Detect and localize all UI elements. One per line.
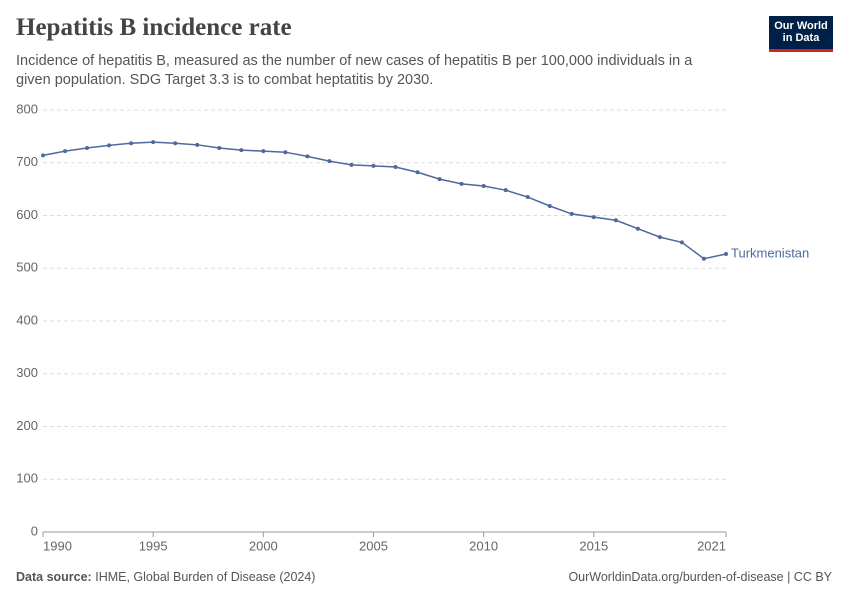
y-tick-label: 800	[16, 101, 38, 116]
y-tick-label: 100	[16, 471, 38, 486]
point	[679, 240, 684, 245]
point	[217, 145, 222, 150]
point	[591, 215, 596, 220]
point	[239, 148, 244, 153]
point	[459, 181, 464, 186]
point	[415, 170, 420, 175]
point	[503, 188, 508, 193]
point	[195, 142, 200, 147]
logo[interactable]: Our World in Data	[769, 16, 833, 52]
logo-line: in Data	[782, 32, 820, 44]
x-tick-label: 1990	[43, 538, 72, 553]
point	[327, 159, 332, 164]
subtitle: Incidence of hepatitis B, measured as th…	[16, 53, 693, 88]
x-tick-label: 2010	[469, 538, 498, 553]
point	[724, 252, 728, 257]
y-tick-label: 600	[16, 207, 38, 222]
x-tick-label: 2015	[579, 538, 608, 553]
point	[283, 150, 288, 155]
point	[569, 211, 574, 216]
series-label: Turkmenistan	[731, 245, 809, 260]
point	[393, 164, 398, 169]
point	[305, 154, 310, 159]
series-line	[42, 141, 727, 260]
y-tick-label: 500	[16, 260, 38, 275]
x-tick-label: 2021	[697, 538, 726, 553]
y-tick-label: 400	[16, 312, 38, 327]
logo-line: Our World	[774, 20, 828, 32]
source: IHME, Global Burden of Disease (2024)	[95, 570, 316, 584]
point	[129, 141, 134, 146]
x-tick-label: 2000	[249, 538, 278, 553]
y-tick-label: 700	[16, 154, 38, 169]
point	[635, 226, 640, 231]
point	[107, 143, 112, 148]
source-label: Data source:	[16, 570, 92, 584]
y-tick-label: 0	[31, 523, 38, 538]
point	[547, 204, 552, 209]
footer-link[interactable]: OurWorldinData.org/burden-of-disease | C…	[568, 570, 832, 584]
chart: 0 100 200 300 400 500 600 700 800 1990 1995 2000 200…	[16, 101, 809, 553]
y-tick-label: 200	[16, 418, 38, 433]
point	[63, 149, 68, 154]
point	[261, 149, 266, 154]
footer-source: Data source: IHME, Global Burden of Dise…	[16, 570, 315, 584]
point	[657, 235, 662, 240]
point	[85, 145, 90, 150]
point	[349, 162, 354, 167]
point	[525, 195, 530, 200]
point	[613, 218, 618, 223]
point	[481, 183, 486, 188]
y-tick-label: 300	[16, 365, 38, 380]
x-tick-label: 2005	[359, 538, 388, 553]
point	[437, 177, 442, 182]
point	[151, 140, 156, 145]
point	[371, 163, 376, 168]
x-tick-label: 1995	[139, 538, 168, 553]
point	[173, 141, 178, 146]
point	[701, 256, 706, 261]
point	[41, 153, 45, 158]
title: Hepatitis B incidence rate	[16, 14, 292, 41]
